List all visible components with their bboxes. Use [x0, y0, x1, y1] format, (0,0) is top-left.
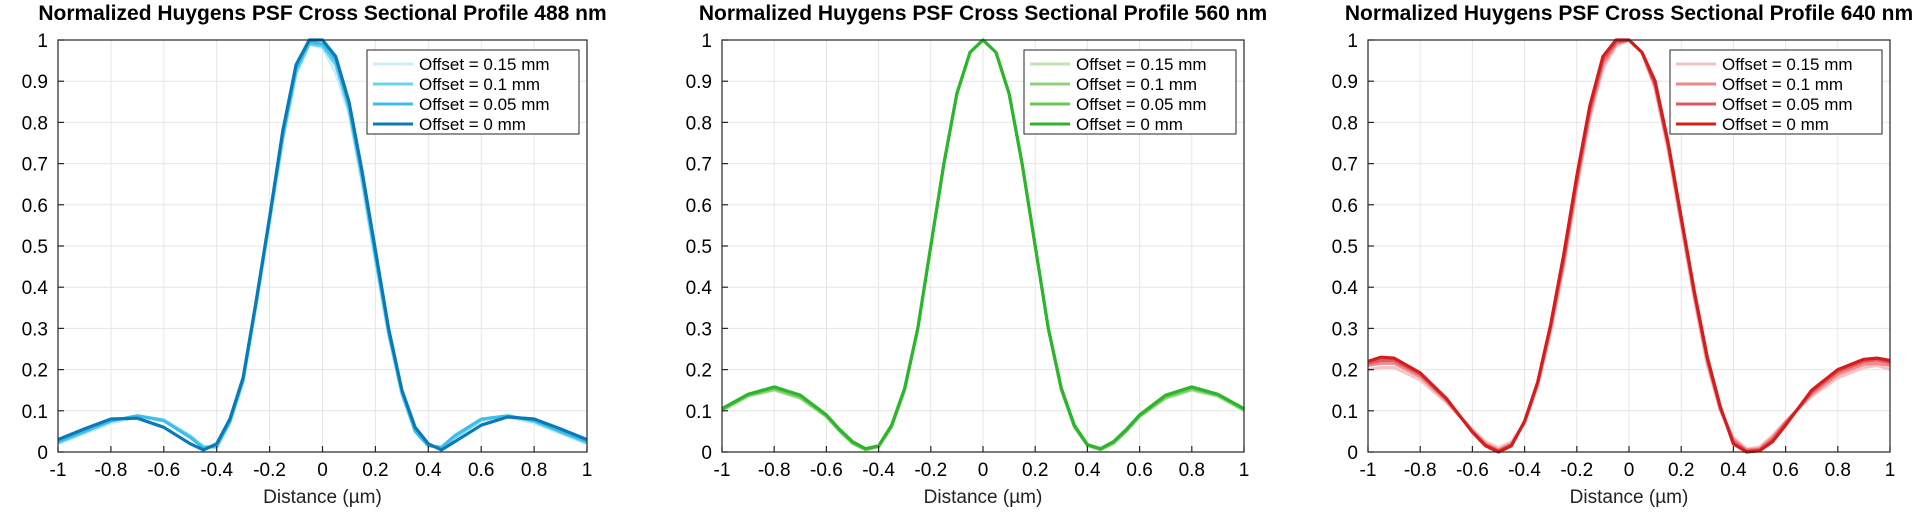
legend-entry-1: Offset = 0.1 mm [1076, 75, 1197, 94]
x-tick-label: 0.6 [468, 460, 494, 481]
x-tick-label: -0.2 [1560, 460, 1593, 481]
x-tick-label: -0.8 [95, 460, 128, 481]
x-tick-label: 1 [1885, 460, 1896, 481]
legend-entry-1: Offset = 0.1 mm [1722, 75, 1843, 94]
y-tick-label: 0.1 [1332, 402, 1358, 423]
chart-panel-2: -1 -0.8 -0.6 -0.4 -0.2 0 0.2 0.4 0.6 0.8 1 0 0.1 0.2 0… [1332, 2, 1914, 508]
y-tick-label: 0 [701, 443, 712, 464]
y-tick-label: 0.7 [1332, 155, 1358, 176]
y-tick-label: 0.4 [22, 278, 49, 299]
chart-panel-1: -1 -0.8 -0.6 -0.4 -0.2 0 0.2 0.4 0.6 0.8 1 0 0.1 0.2 0… [686, 2, 1268, 508]
x-tick-label: -0.2 [253, 460, 286, 481]
y-tick-label: 0.9 [22, 72, 48, 93]
x-tick-label: 0 [978, 460, 989, 481]
y-tick-label: 0.3 [22, 319, 48, 340]
y-tick-label: 0.5 [1332, 237, 1358, 258]
x-tick-label: -0.4 [862, 460, 895, 481]
x-tick-label: -0.6 [1456, 460, 1489, 481]
x-axis-label: Distance (µm) [1570, 487, 1689, 508]
legend-entry-2: Offset = 0.05 mm [419, 95, 550, 114]
y-tick-label: 0.1 [686, 402, 712, 423]
legend-entry-2: Offset = 0.05 mm [1076, 95, 1207, 114]
y-tick-label: 0.8 [22, 113, 48, 134]
y-tick-label: 0 [1347, 443, 1358, 464]
y-tick-label: 0.9 [1332, 72, 1358, 93]
x-tick-label: 0 [317, 460, 328, 481]
x-axis-label: Distance (µm) [924, 487, 1043, 508]
y-tick-label: 1 [37, 31, 48, 52]
chart-title: Normalized Huygens PSF Cross Sectional P… [1345, 2, 1913, 25]
legend-entry-0: Offset = 0.15 mm [1076, 55, 1207, 74]
x-tick-label: 0.2 [1022, 460, 1048, 481]
y-tick-label: 0.4 [686, 278, 713, 299]
x-tick-label: 1 [582, 460, 593, 481]
x-tick-label: -1 [50, 460, 67, 481]
x-tick-label: -0.2 [914, 460, 947, 481]
y-tick-label: 0.5 [686, 237, 712, 258]
x-tick-label: 0.6 [1772, 460, 1798, 481]
chart-title: Normalized Huygens PSF Cross Sectional P… [699, 2, 1267, 25]
x-tick-label: 0.4 [1720, 460, 1747, 481]
y-tick-label: 0.6 [22, 196, 48, 217]
series-line-2 [57, 40, 588, 450]
y-tick-label: 0 [37, 443, 48, 464]
chart-panel-0: -1 -0.8 -0.6 -0.4 -0.2 0 0.2 0.4 0.6 0.8 1 0 0.1 0.2 0… [22, 2, 607, 508]
legend-entry-2: Offset = 0.05 mm [1722, 95, 1853, 114]
y-tick-label: 0.5 [22, 237, 48, 258]
x-tick-label: 0.2 [362, 460, 388, 481]
x-tick-label: -1 [714, 460, 731, 481]
x-tick-label: 0.4 [1074, 460, 1101, 481]
x-tick-label: -0.4 [1508, 460, 1541, 481]
x-tick-label: 0.8 [521, 460, 547, 481]
x-tick-label: -0.4 [200, 460, 233, 481]
x-tick-label: 0.8 [1179, 460, 1205, 481]
y-tick-label: 0.2 [22, 361, 48, 382]
chart-title: Normalized Huygens PSF Cross Sectional P… [38, 2, 606, 25]
y-tick-label: 0.7 [22, 155, 48, 176]
x-tick-label: -0.6 [810, 460, 843, 481]
y-tick-label: 0.3 [1332, 319, 1358, 340]
y-tick-label: 0.6 [1332, 196, 1358, 217]
x-tick-label: -0.6 [147, 460, 180, 481]
x-tick-label: 0 [1624, 460, 1635, 481]
x-tick-label: 0.4 [415, 460, 442, 481]
y-tick-label: 0.8 [1332, 113, 1358, 134]
y-tick-label: 1 [701, 31, 712, 52]
x-tick-label: -1 [1360, 460, 1377, 481]
y-tick-label: 0.4 [1332, 278, 1359, 299]
y-tick-label: 0.3 [686, 319, 712, 340]
x-tick-label: 0.2 [1668, 460, 1694, 481]
legend-entry-3: Offset = 0 mm [1076, 115, 1183, 134]
y-tick-label: 0.2 [686, 361, 712, 382]
legend-entry-0: Offset = 0.15 mm [419, 55, 550, 74]
x-tick-label: -0.8 [1404, 460, 1437, 481]
y-tick-label: 0.9 [686, 72, 712, 93]
y-tick-label: 0.8 [686, 113, 712, 134]
y-tick-label: 0.2 [1332, 361, 1358, 382]
y-tick-label: 0.1 [22, 402, 48, 423]
legend-entry-3: Offset = 0 mm [1722, 115, 1829, 134]
legend-entry-0: Offset = 0.15 mm [1722, 55, 1853, 74]
y-tick-label: 0.7 [686, 155, 712, 176]
x-tick-label: -0.8 [758, 460, 791, 481]
x-tick-label: 1 [1239, 460, 1250, 481]
x-tick-label: 0.8 [1825, 460, 1851, 481]
x-axis-label: Distance (µm) [263, 487, 382, 508]
y-tick-label: 0.6 [686, 196, 712, 217]
legend-entry-3: Offset = 0 mm [419, 115, 526, 134]
y-tick-label: 1 [1347, 31, 1358, 52]
x-tick-label: 0.6 [1126, 460, 1152, 481]
legend-entry-1: Offset = 0.1 mm [419, 75, 540, 94]
